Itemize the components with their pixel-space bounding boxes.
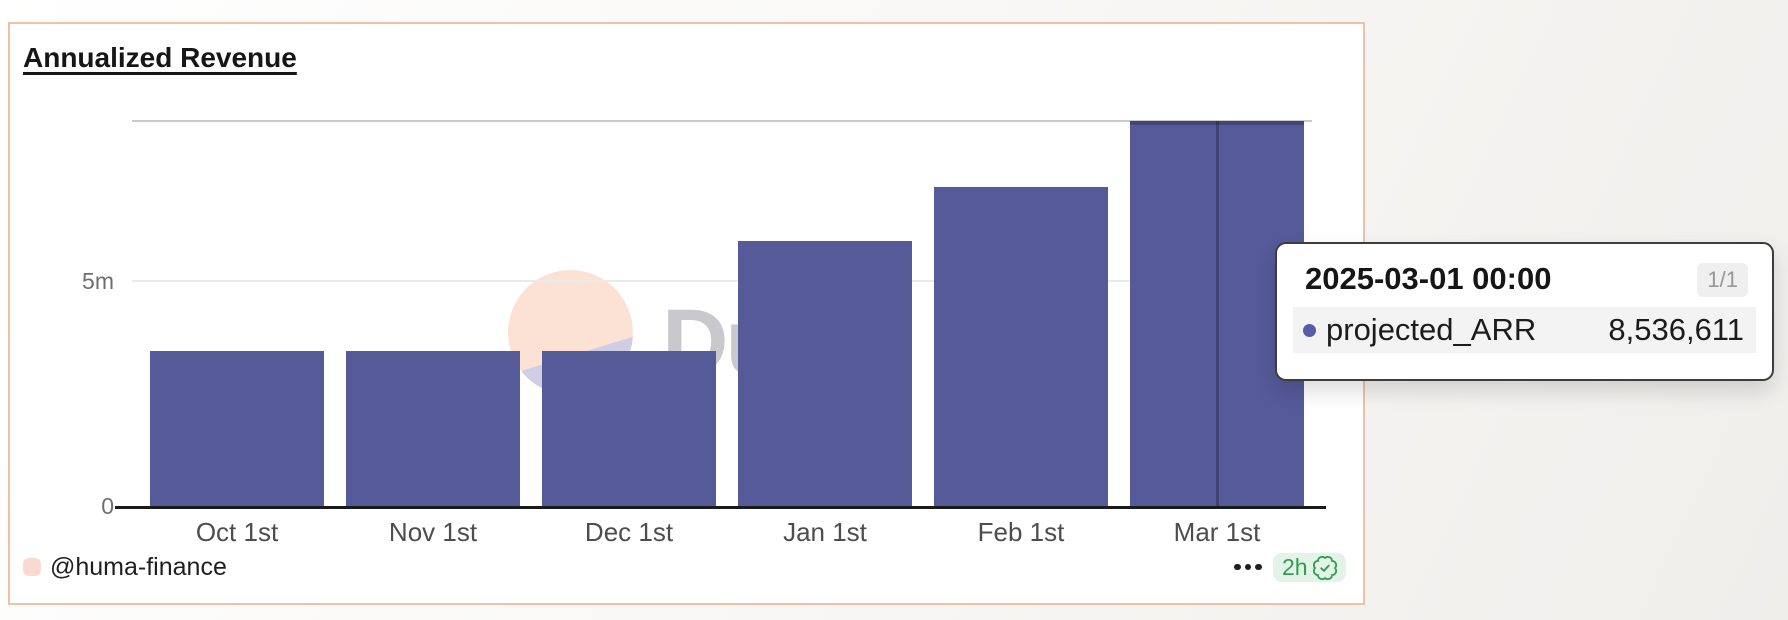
- chart-tooltip: 2025-03-01 00:00 1/1 projected_ARR 8,536…: [1275, 242, 1774, 381]
- x-axis-label: Nov 1st: [388, 517, 478, 547]
- author-chip[interactable]: @huma-finance: [23, 553, 227, 581]
- gridline-top: [132, 120, 1312, 122]
- bar-feb-1st[interactable]: [934, 186, 1108, 506]
- author-avatar: [23, 558, 41, 576]
- bar-jan-1st[interactable]: [738, 241, 912, 506]
- tooltip-series-row: projected_ARR 8,536,611: [1293, 307, 1756, 353]
- tooltip-header: 2025-03-01 00:00 1/1: [1277, 244, 1772, 297]
- gridline: [132, 279, 1312, 282]
- tooltip-date: 2025-03-01 00:00: [1305, 261, 1552, 296]
- hovered-bar-highlight: [1130, 121, 1304, 125]
- bar-dec-1st[interactable]: [542, 350, 716, 506]
- chart-title: Annualized Revenue: [23, 42, 297, 73]
- x-axis-label: Mar 1st: [1173, 517, 1261, 547]
- series-name: projected_ARR: [1326, 312, 1537, 347]
- bar-oct-1st[interactable]: [150, 350, 324, 506]
- series-color-dot: [1303, 323, 1316, 337]
- x-axis-label: Dec 1st: [584, 517, 674, 547]
- y-axis-tick-label: 5m: [82, 267, 114, 294]
- ellipsis-icon: [1234, 563, 1241, 571]
- series-value: 8,536,611: [1608, 312, 1744, 347]
- x-axis-label: Oct 1st: [195, 517, 279, 547]
- x-axis-label: Jan 1st: [783, 517, 867, 547]
- x-axis-line: [115, 506, 1326, 509]
- x-axis-label: Feb 1st: [977, 517, 1065, 547]
- y-axis-tick-label: 0: [101, 493, 114, 519]
- data-freshness-badge[interactable]: 2h: [1273, 553, 1346, 582]
- more-options-button[interactable]: [1234, 553, 1264, 581]
- author-handle: @huma-finance: [50, 552, 227, 581]
- hover-guideline: [1215, 121, 1219, 506]
- bar-nov-1st[interactable]: [346, 350, 520, 506]
- verified-check-icon: [1312, 555, 1337, 580]
- tooltip-page-indicator: 1/1: [1697, 263, 1748, 297]
- age-label: 2h: [1282, 554, 1308, 580]
